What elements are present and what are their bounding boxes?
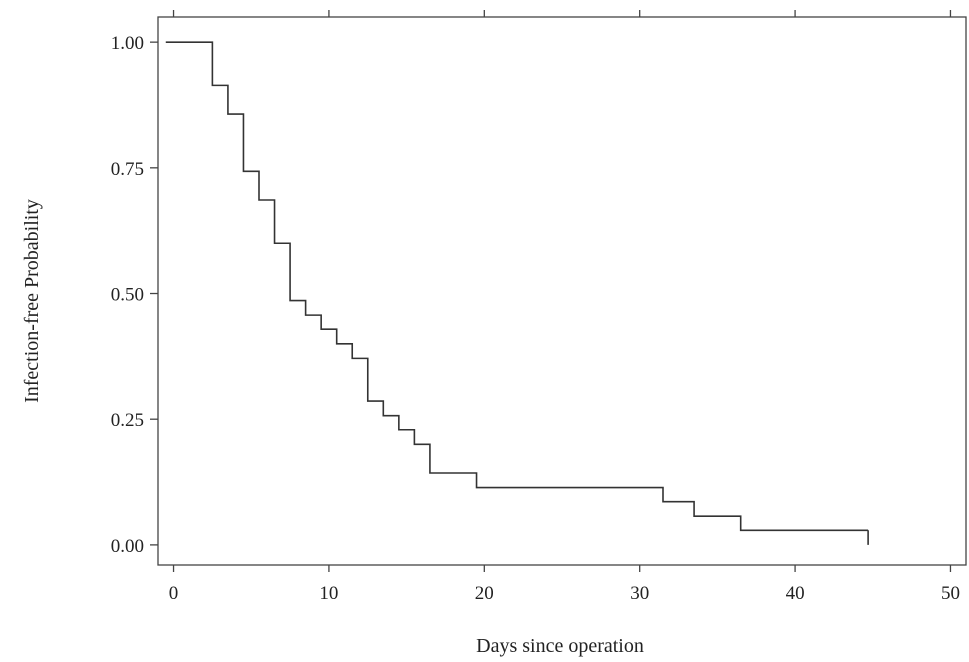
y-axis-label: Infection-free Probability	[21, 199, 43, 403]
y-axis: 0.00 0.25 0.50 0.75 1.00	[111, 33, 158, 557]
survival-step-line	[165, 41, 869, 545]
y-tick-label: 1.00	[111, 33, 144, 54]
y-tick-label: 0.25	[111, 410, 144, 431]
x-tick-label: 30	[630, 583, 649, 604]
y-tick-label: 0.75	[111, 159, 144, 180]
x-axis: 0 10 20 30 40 50	[169, 10, 960, 604]
plot-frame	[157, 16, 967, 566]
x-tick-label: 50	[941, 583, 960, 604]
x-tick-label: 0	[169, 583, 179, 604]
x-tick-label: 40	[786, 583, 805, 604]
y-tick-label: 0.50	[111, 285, 144, 306]
x-tick-label: 20	[475, 583, 494, 604]
y-tick-label: 0.00	[111, 536, 144, 557]
x-axis-label: Days since operation	[476, 635, 644, 657]
x-tick-label: 10	[319, 583, 338, 604]
